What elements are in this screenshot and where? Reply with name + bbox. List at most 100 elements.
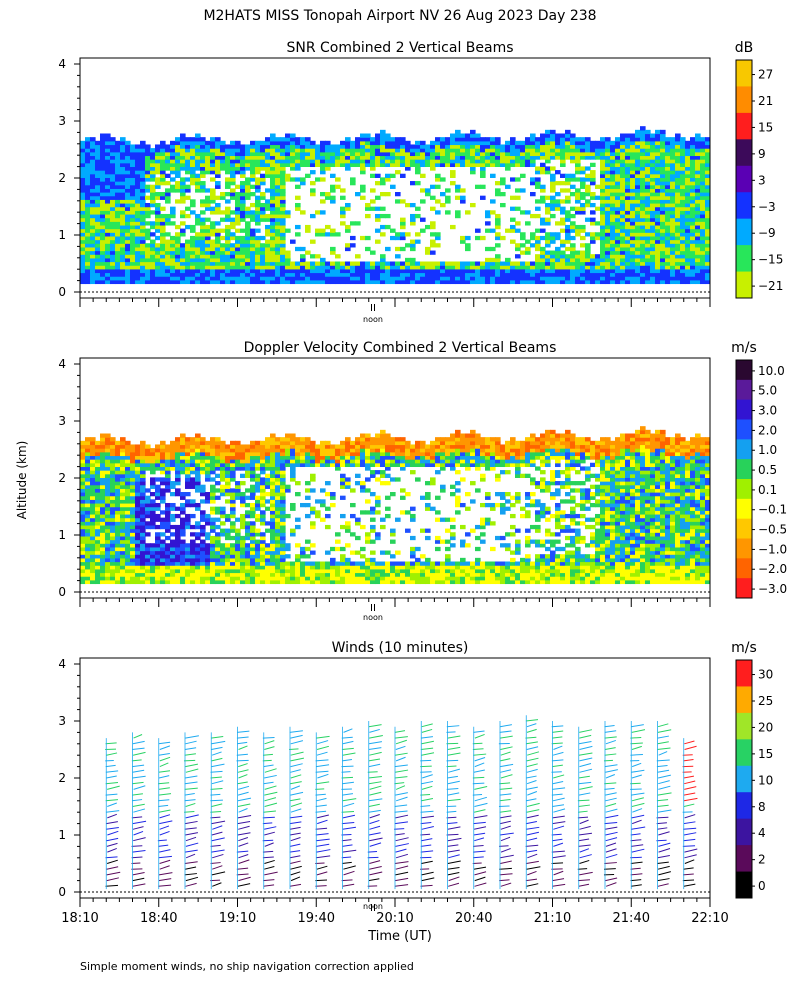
heatmap-cell [200,188,206,193]
heatmap-cell [155,210,161,215]
heatmap-cell [605,235,611,241]
heatmap-cell [80,492,86,497]
heatmap-cell [570,137,576,142]
heatmap-cell [400,173,406,178]
heatmap-cell [225,192,231,197]
heatmap-cell [100,243,106,248]
heatmap-cell [225,181,231,186]
heatmap-cell [210,250,216,255]
heatmap-cell [685,210,691,215]
heatmap-cell [135,199,141,204]
heatmap-cell [105,448,111,453]
heatmap-cell [565,133,571,138]
heatmap-cell [230,261,236,266]
heatmap-cell [205,246,211,252]
heatmap-cell [580,144,586,149]
heatmap-cell [255,246,261,252]
heatmap-cell [245,444,251,449]
heatmap-cell [660,177,666,182]
heatmap-cell [205,470,211,475]
heatmap-cell [700,228,706,233]
heatmap-cell [330,250,336,255]
heatmap-cell [595,206,601,211]
heatmap-cell [640,170,646,175]
heatmap-cell [190,481,196,486]
heatmap-cell [125,170,131,175]
heatmap-cell [320,155,326,160]
heatmap-cell [470,140,476,146]
heatmap-cell [630,166,636,171]
heatmap-cell [245,462,251,468]
heatmap-cell [260,272,266,277]
heatmap-cell [205,557,211,563]
heatmap-cell [645,228,651,233]
heatmap-cell [245,265,251,270]
heatmap-cell [585,202,591,208]
heatmap-cell [670,235,676,241]
heatmap-cell [650,173,656,178]
heatmap-cell [165,543,171,548]
heatmap-cell [595,140,601,146]
heatmap-cell [380,148,386,153]
heatmap-cell [665,268,671,274]
heatmap-cell [230,155,236,160]
heatmap-cell [145,144,151,149]
heatmap-cell [610,232,616,237]
heatmap-cell [395,279,401,285]
heatmap-cell [660,217,666,222]
heatmap-cell [340,213,346,219]
heatmap-cell [690,243,696,248]
heatmap-cell [210,499,216,504]
heatmap-cell [205,451,211,457]
heatmap-cell [690,272,696,277]
heatmap-cell [700,199,706,204]
heatmap-cell [130,532,136,537]
heatmap-cell [660,272,666,277]
heatmap-cell [570,221,576,226]
heatmap-cell [205,473,211,478]
heatmap-cell [215,510,221,515]
heatmap-cell [530,181,536,186]
heatmap-cell [620,265,626,270]
heatmap-cell [85,557,91,563]
heatmap-cell [80,568,86,574]
heatmap-cell [145,455,151,460]
heatmap-cell [300,148,306,153]
heatmap-cell [100,473,106,478]
heatmap-cell [125,499,131,504]
heatmap-cell [515,279,521,285]
heatmap-cell [145,524,151,530]
heatmap-cell [235,568,241,574]
heatmap-cell [620,217,626,222]
heatmap-cell [490,140,496,146]
heatmap-cell [460,199,466,204]
heatmap-cell [230,488,236,493]
heatmap-cell [235,272,241,277]
heatmap-cell [115,192,121,197]
heatmap-cell [430,151,436,157]
heatmap-cell [220,550,226,555]
heatmap-cell [105,513,111,519]
heatmap-cell [90,155,96,160]
heatmap-cell [110,199,116,204]
heatmap-cell [535,140,541,146]
heatmap-cell [250,235,256,241]
heatmap-cell [150,265,156,270]
heatmap-cell [635,235,641,241]
heatmap-cell [80,151,86,157]
heatmap-cell [415,151,421,157]
heatmap-cell [130,224,136,230]
heatmap-cell [100,137,106,142]
heatmap-cell [165,188,171,193]
heatmap-cell [695,184,701,189]
heatmap-cell [150,177,156,182]
heatmap-cell [190,202,196,208]
heatmap-cell [550,181,556,186]
heatmap-cell [340,148,346,153]
heatmap-cell [705,246,710,252]
heatmap-cell [565,276,571,281]
heatmap-cell [305,148,311,153]
heatmap-cell [675,184,681,189]
heatmap-cell [230,524,236,530]
heatmap-cell [240,572,246,577]
